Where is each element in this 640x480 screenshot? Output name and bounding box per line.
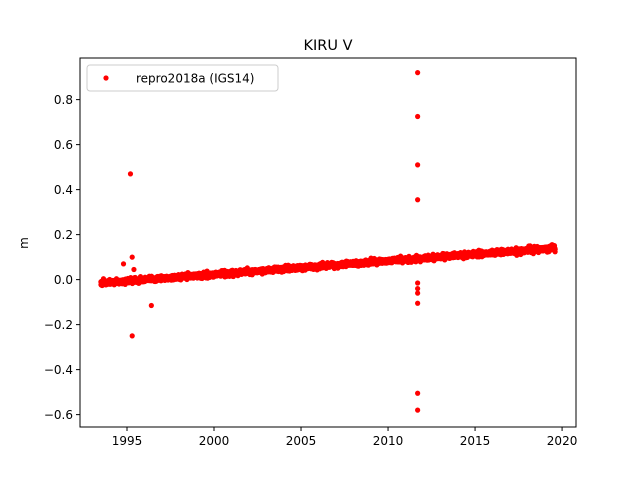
outlier-point [415, 390, 421, 396]
x-tick-label: 1995 [112, 434, 143, 448]
y-tick-label: 0.8 [54, 93, 73, 107]
legend-marker [103, 75, 109, 81]
y-tick-label: −0.4 [44, 363, 73, 377]
y-tick-label: −0.2 [44, 318, 73, 332]
x-tick-label: 2000 [199, 434, 230, 448]
axis-ticks: 1995 2000 2005 2010 2015 2020 −0.6 −0.4 −0.2 0.0 0… [44, 93, 577, 448]
outlier-point [415, 290, 421, 296]
outlier-point [415, 300, 421, 306]
outlier-point [148, 302, 154, 309]
y-tick-label: 0.0 [54, 273, 73, 287]
outlier-point [129, 254, 135, 260]
plot-frame [79, 57, 577, 428]
legend: repro2018a (IGS14) [86, 64, 279, 92]
x-tick-label: 2015 [460, 434, 491, 448]
outlier-point [415, 70, 421, 76]
outlier-point [415, 280, 421, 286]
outlier-point [415, 162, 421, 168]
outlier-point [415, 407, 421, 413]
outlier-point [127, 171, 134, 177]
y-tick-label: 0.2 [54, 228, 73, 242]
y-axis-label: m [17, 237, 31, 249]
legend-label: repro2018a (IGS14) [136, 72, 254, 86]
outlier-point [415, 286, 421, 292]
y-tick-label: 0.6 [54, 138, 73, 152]
x-tick-label: 2010 [373, 434, 404, 448]
x-tick-label: 2020 [547, 434, 578, 448]
legend-box [86, 64, 279, 92]
data-point [552, 246, 558, 252]
y-tick-label: 0.4 [54, 183, 73, 197]
outlier-point [415, 113, 421, 120]
outlier-point [120, 261, 127, 267]
data-points [98, 70, 558, 413]
outlier-point [131, 266, 137, 273]
y-tick-label: −0.6 [44, 408, 73, 422]
outlier-point [129, 333, 135, 339]
outlier-point [415, 197, 421, 203]
chart-title: KIRU V [303, 38, 352, 54]
x-tick-label: 2005 [286, 434, 317, 448]
